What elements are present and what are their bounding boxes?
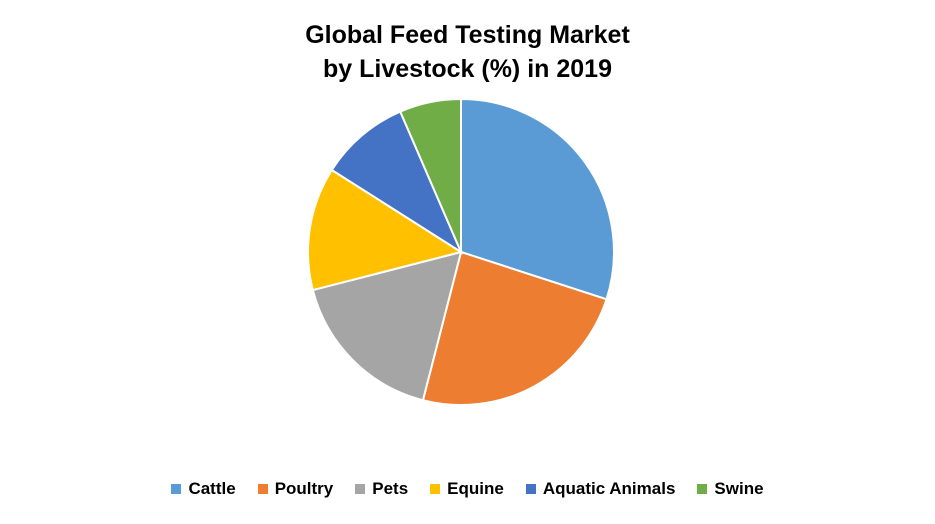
legend-item-cattle: Cattle [171, 479, 236, 499]
legend-item-swine: Swine [697, 479, 764, 499]
pie-slice-poultry [421, 250, 608, 406]
legend-label: Swine [714, 479, 764, 498]
legend-item-poultry: Poultry [257, 479, 334, 499]
legend-item-equine: Equine [430, 479, 504, 499]
legend-label: Aquatic Animals [542, 479, 676, 498]
legend-swatch [355, 484, 366, 494]
pie-slice-pets [311, 250, 463, 402]
chart-title: Global Feed Testing Market by Livestock … [0, 18, 935, 86]
legend-label: Equine [447, 479, 504, 498]
pie-slice-swine [398, 97, 462, 253]
legend-item-aquatic-animals: Aquatic Animals [525, 479, 676, 499]
chart-title-line1: Global Feed Testing Market [305, 21, 630, 49]
legend-swatch [697, 484, 708, 494]
legend-label: Pets [372, 479, 409, 498]
chart-legend: Cattle Poultry Pets Equine Aquatic Animals Sw… [0, 479, 935, 499]
pie-slice-cattle [460, 97, 615, 301]
legend-swatch [430, 484, 441, 494]
chart-title-line2: by Livestock (%) in 2019 [322, 55, 612, 83]
pie-slice-equine [307, 168, 464, 292]
legend-swatch [257, 484, 268, 494]
legend-label: Cattle [188, 479, 236, 498]
legend-swatch [525, 484, 536, 494]
legend-label: Poultry [274, 479, 334, 498]
legend-swatch [171, 484, 182, 494]
legend-item-pets: Pets [355, 479, 408, 499]
pie-slice-aquatic-animals [330, 110, 464, 255]
